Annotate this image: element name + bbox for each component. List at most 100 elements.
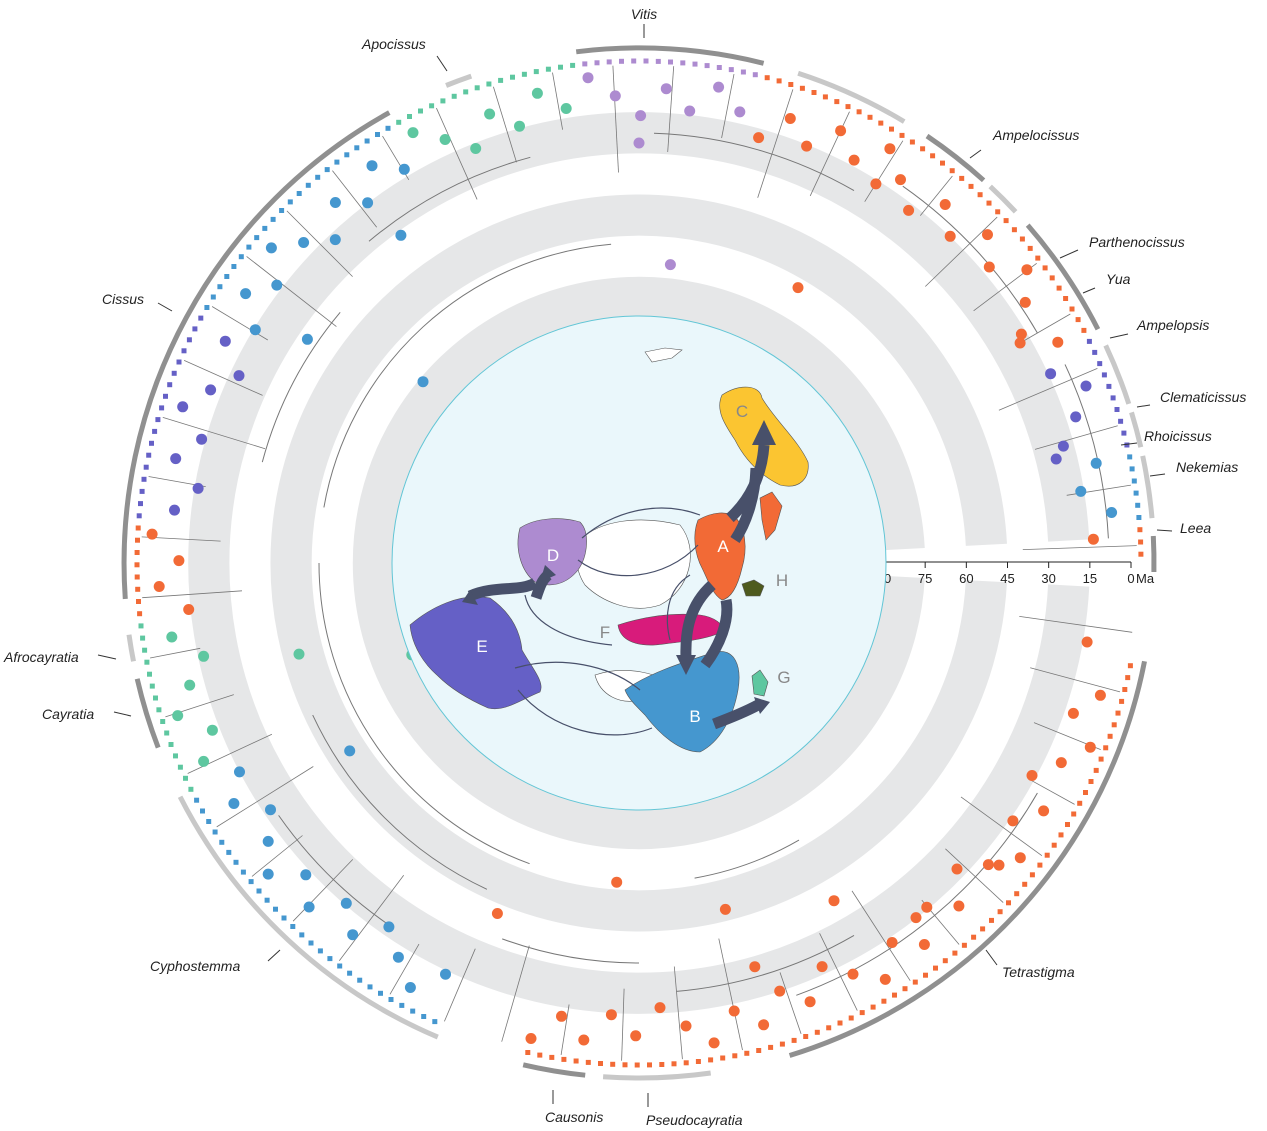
genus-arc-parthenocissus: [925, 133, 986, 183]
genus-leader-clematicissus: [1136, 404, 1151, 408]
ancestral-node: [664, 259, 676, 271]
branch-radial: [925, 216, 998, 287]
ancestral-node: [404, 982, 416, 993]
thick-arrow-e-d: [467, 578, 538, 602]
ancestral-node: [847, 968, 859, 980]
tip-square: [146, 452, 152, 458]
genus-arc-vitis: [575, 45, 765, 66]
genus-label-cissus: Cissus: [102, 291, 144, 307]
time-band-2: [270, 194, 1007, 932]
ancestral-node: [172, 710, 184, 722]
ancestral-node: [170, 453, 182, 465]
tip-square: [867, 114, 873, 120]
continent-outline-greenland: [644, 347, 683, 363]
tip-square: [779, 1041, 785, 1047]
tip-square: [680, 60, 686, 66]
tip-square: [138, 623, 144, 629]
tip-square: [619, 58, 624, 64]
tip-square: [463, 89, 469, 95]
tip-square: [606, 59, 612, 65]
tip-square: [942, 958, 948, 964]
ancestral-node: [801, 140, 813, 152]
ancestral-node: [233, 370, 245, 382]
tip-markers: [134, 58, 1144, 1068]
ancestral-nodes: [146, 72, 1118, 1049]
tip-square: [826, 1025, 832, 1031]
tip-square: [728, 67, 734, 73]
branch-radial: [150, 647, 201, 659]
tip-square: [788, 82, 794, 87]
tip-square: [980, 926, 986, 932]
branch-radial: [1029, 779, 1075, 805]
tip-square: [270, 216, 276, 222]
branch-radial: [142, 590, 243, 599]
ancestral-node: [300, 869, 312, 881]
tip-square: [549, 1054, 555, 1060]
tip-square: [695, 1059, 701, 1064]
ancestral-node: [918, 939, 930, 950]
genus-leader-afrocayratia: [97, 654, 117, 660]
tip-square: [144, 659, 150, 665]
ancestral-node: [993, 859, 1005, 871]
genus-leader-yua: [1082, 287, 1096, 294]
tip-square: [296, 191, 302, 196]
tip-square: [878, 120, 884, 126]
ancestral-node: [605, 1009, 617, 1021]
tip-square: [219, 839, 225, 845]
tip-square: [708, 1057, 714, 1063]
ancestral-node: [828, 895, 840, 907]
genus-leader-ampelopsis: [1109, 333, 1129, 339]
branch-radial: [338, 875, 405, 961]
tip-square: [716, 65, 722, 70]
tip-square: [912, 979, 918, 985]
tip-square: [212, 829, 218, 835]
genus-label-cayratia: Cayratia: [42, 706, 94, 722]
ancestral-node: [951, 863, 963, 875]
tip-square: [803, 1034, 809, 1039]
tip-square: [968, 183, 974, 189]
ancestral-node: [271, 279, 283, 291]
tip-square: [1122, 687, 1128, 692]
ancestral-node: [758, 1019, 770, 1031]
ancestral-node: [205, 384, 217, 396]
tip-square: [186, 337, 192, 343]
axis-tick-label: 60: [959, 571, 973, 586]
arrow-a-f: [666, 574, 691, 641]
tip-square: [137, 611, 143, 617]
branch-radial: [162, 417, 266, 450]
branch-arc-2: [694, 839, 800, 879]
branch-radial: [612, 65, 619, 173]
tip-square: [1083, 790, 1088, 795]
genus-arc-ampelopsis: [1025, 223, 1101, 331]
ancestral-node: [234, 766, 245, 778]
ancestral-node: [728, 1005, 740, 1017]
ancestral-node: [1057, 440, 1069, 452]
tip-square: [909, 139, 915, 145]
tip-square: [1056, 285, 1062, 291]
ancestral-node: [654, 1002, 666, 1014]
tip-square: [768, 1044, 774, 1050]
tip-square: [164, 730, 170, 736]
ancestral-node: [635, 110, 647, 122]
genus-arc-nekemias: [1140, 455, 1155, 519]
tip-square: [498, 77, 504, 83]
ancestral-node: [1021, 264, 1033, 276]
tip-square: [1125, 675, 1131, 681]
tip-square: [134, 550, 140, 555]
genus-label-ampelocissus: Ampelocissus: [992, 127, 1079, 143]
branch-radial: [216, 766, 314, 828]
tip-square: [136, 513, 142, 519]
tip-square: [142, 647, 148, 653]
tip-square: [776, 78, 782, 84]
arrow-d-a: [577, 544, 699, 577]
tip-square: [375, 132, 380, 137]
tip-square: [136, 599, 141, 604]
tip-square: [510, 74, 515, 80]
genus-leader-cissus: [157, 302, 173, 312]
tip-square: [1119, 698, 1125, 704]
branch-radial: [998, 368, 1098, 411]
ancestral-node: [1055, 757, 1067, 769]
tip-square: [324, 167, 330, 173]
ancestral-node: [262, 835, 274, 847]
